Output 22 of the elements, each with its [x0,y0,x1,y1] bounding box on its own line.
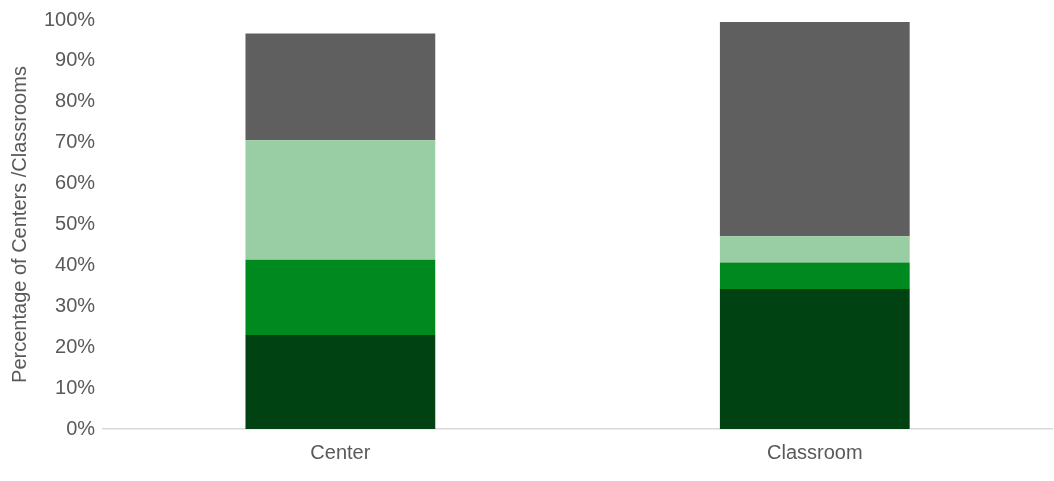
bar [719,262,910,290]
y-tick-label: 0% [66,416,96,439]
y-tick-label: 40% [55,252,96,275]
bar [719,22,910,237]
bar [245,259,436,335]
x-tick-label: Classroom [767,440,863,463]
x-tick-label: Center [310,440,371,463]
y-tick-label: 30% [55,293,96,316]
y-tick-label: 100% [44,7,96,30]
bar [719,289,910,429]
y-tick-label: 60% [55,171,96,194]
y-tick-label: 70% [55,130,96,153]
y-tick-label: 90% [55,48,96,71]
y-tick-label: 50% [55,212,96,235]
y-axis-title: Percentage of Centers /Classrooms [7,66,30,383]
bar [719,236,910,263]
y-tick-label: 10% [55,375,96,398]
bar [245,334,436,429]
bar [245,140,436,260]
bar [245,33,436,141]
y-tick-label: 80% [55,89,96,112]
y-tick-label: 20% [55,334,96,357]
